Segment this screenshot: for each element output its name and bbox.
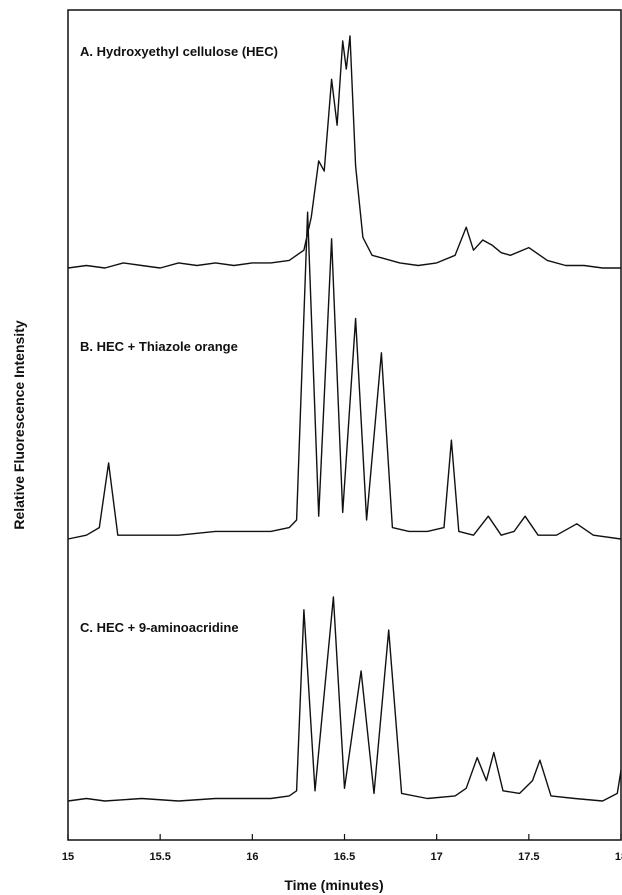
trace-label-b: B. HEC + Thiazole orange [80,339,238,354]
x-tick-label: 16 [246,851,258,863]
x-tick-label: 17.5 [518,851,539,863]
trace-a [67,35,621,269]
x-tick-label: 16.5 [334,851,355,863]
traces-group [67,35,622,802]
x-tick-label: 17 [431,851,443,863]
x-tick-label: 15.5 [149,851,170,863]
trace-labels-group: A. Hydroxyethyl cellulose (HEC) B. HEC + … [80,44,278,635]
x-axis-ticks: 15 15.5 16 16.5 17 17.5 18 [62,834,622,863]
trace-c [67,596,622,802]
trace-label-c: C. HEC + 9-aminoacridine [80,620,239,635]
trace-b [67,211,622,540]
x-tick-label: 15 [62,851,74,863]
x-axis-title: Time (minutes) [284,877,383,893]
y-axis-title: Relative Fluorescence Intensity [11,320,27,530]
plot-frame [67,9,622,841]
x-tick-label: 18 [615,851,622,863]
trace-label-a: A. Hydroxyethyl cellulose (HEC) [80,44,278,59]
